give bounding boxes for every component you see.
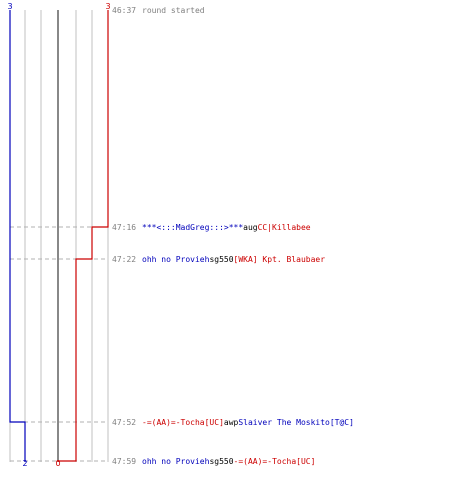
event-player-name: ***<:::MadGreg:::>*** [142,223,243,232]
count-labels: 3 2 3 0 [7,2,110,468]
event-player-name: [WKA] Kpt. Blaubaer [234,255,326,264]
red-start-count-label: 3 [105,2,110,11]
red-team-alive-line [57,10,109,462]
event-time: 47:22 [112,255,136,264]
event-player-name: ohh no Provieh [142,255,210,264]
event-player-name: Slaiver The Moskito[T@C] [238,418,354,427]
event-time: 47:59 [112,457,136,466]
event-player-name: CC|Killabee [258,223,311,232]
event-time: 47:16 [112,223,136,232]
alive-count-series [9,10,109,462]
event-message: round started [142,6,205,15]
event-player-name: -=(AA)=-Tocha[UC] [142,418,224,427]
blue-end-count-label: 2 [22,459,27,468]
grid [9,10,109,462]
blue-team-alive-line [9,10,26,462]
event-weapon: aug [243,223,258,232]
red-end-count-label: 0 [55,459,60,468]
event-weapon: sg550 [209,255,233,264]
event-weapon: awp [224,418,239,427]
event-player-name: -=(AA)=-Tocha[UC] [234,457,316,466]
blue-start-count-label: 3 [7,2,12,11]
event-player-name: ohh no Provieh [142,457,210,466]
event-time: 47:52 [112,418,136,427]
event-time: 46:37 [112,6,136,15]
event-weapon: sg550 [209,457,233,466]
